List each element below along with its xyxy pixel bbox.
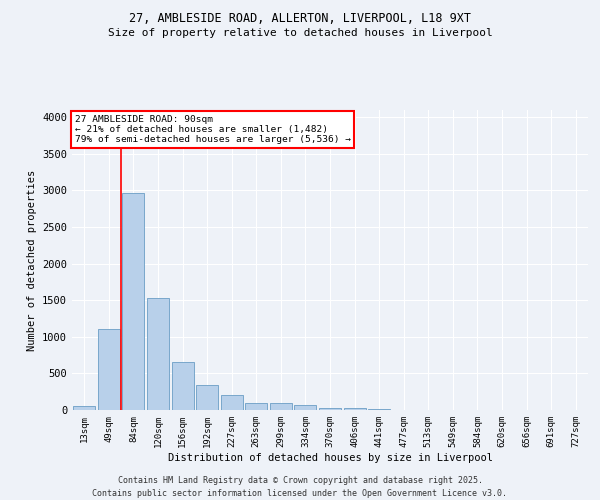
Text: 27 AMBLESIDE ROAD: 90sqm
← 21% of detached houses are smaller (1,482)
79% of sem: 27 AMBLESIDE ROAD: 90sqm ← 21% of detach… xyxy=(74,114,350,144)
Bar xyxy=(147,298,169,410)
Bar xyxy=(368,408,390,410)
Bar xyxy=(221,394,243,410)
Y-axis label: Number of detached properties: Number of detached properties xyxy=(26,170,37,350)
Text: Contains HM Land Registry data © Crown copyright and database right 2025.
Contai: Contains HM Land Registry data © Crown c… xyxy=(92,476,508,498)
Bar xyxy=(196,385,218,410)
Text: Size of property relative to detached houses in Liverpool: Size of property relative to detached ho… xyxy=(107,28,493,38)
Bar xyxy=(122,194,145,410)
Bar xyxy=(270,404,292,410)
Bar xyxy=(344,408,365,410)
Bar xyxy=(98,329,120,410)
Bar xyxy=(73,406,95,410)
Bar xyxy=(245,404,268,410)
Bar xyxy=(319,408,341,410)
X-axis label: Distribution of detached houses by size in Liverpool: Distribution of detached houses by size … xyxy=(167,452,493,462)
Bar xyxy=(172,362,194,410)
Bar xyxy=(295,405,316,410)
Text: 27, AMBLESIDE ROAD, ALLERTON, LIVERPOOL, L18 9XT: 27, AMBLESIDE ROAD, ALLERTON, LIVERPOOL,… xyxy=(129,12,471,26)
